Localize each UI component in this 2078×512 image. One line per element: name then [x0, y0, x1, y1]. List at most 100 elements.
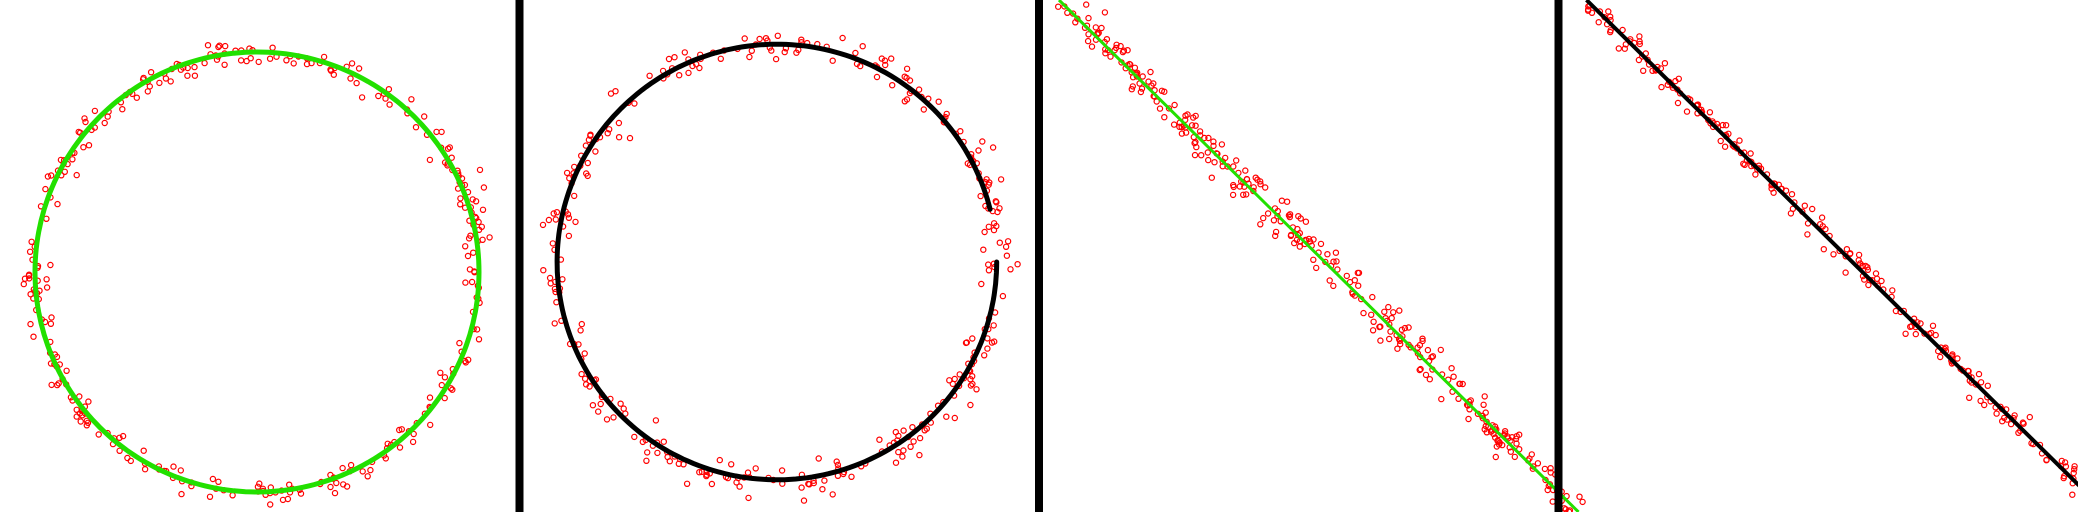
data-point — [665, 55, 673, 63]
data-point — [996, 239, 1004, 246]
data-point — [1211, 158, 1218, 166]
data-point — [1161, 88, 1168, 95]
data-point — [1873, 275, 1881, 282]
data-point — [1334, 266, 1341, 273]
data-point — [906, 77, 914, 84]
data-point — [1239, 191, 1247, 198]
data-point — [1787, 210, 1795, 217]
data-point — [901, 98, 909, 105]
data-point — [910, 438, 917, 445]
data-point — [892, 459, 900, 466]
data-point — [815, 455, 822, 462]
data-point — [1385, 335, 1393, 343]
data-point — [1354, 269, 1362, 277]
data-point — [1261, 184, 1269, 191]
data-point — [920, 106, 928, 113]
panel-3 — [1054, 0, 1586, 512]
data-point — [586, 383, 593, 390]
data-point — [1993, 410, 2000, 417]
data-point — [683, 480, 691, 487]
data-point — [412, 123, 420, 131]
data-point — [1902, 330, 1909, 337]
data-point — [1416, 366, 1423, 374]
data-point — [1197, 151, 1205, 159]
data-point — [639, 438, 647, 446]
data-point — [2011, 412, 2018, 419]
data-point — [746, 53, 753, 61]
data-point — [386, 101, 393, 108]
data-point — [28, 238, 35, 245]
data-point — [73, 406, 80, 413]
data-point — [1722, 121, 1730, 129]
data-point — [1381, 308, 1388, 315]
data-point — [427, 421, 434, 429]
data-point — [1259, 214, 1267, 222]
data-point — [184, 72, 191, 79]
data-point — [1455, 395, 1462, 402]
data-point — [1661, 60, 1669, 67]
data-point — [1389, 309, 1397, 316]
data-point — [476, 166, 484, 174]
data-point — [581, 375, 589, 382]
data-point — [1257, 180, 1264, 188]
data-point — [1388, 314, 1395, 322]
data-point — [666, 458, 674, 465]
data-point — [81, 115, 88, 122]
data-point — [1007, 266, 1014, 273]
data-point — [1438, 395, 1445, 403]
data-point — [592, 148, 599, 155]
data-point — [1706, 109, 1714, 116]
data-point — [457, 195, 464, 202]
data-point — [147, 68, 155, 76]
data-point — [456, 339, 463, 347]
data-point — [215, 478, 222, 485]
data-point — [748, 47, 756, 55]
data-point — [26, 248, 34, 255]
data-point — [1242, 191, 1250, 198]
data-point — [382, 455, 389, 462]
data-point — [119, 105, 126, 113]
data-point — [206, 493, 214, 500]
data-point — [80, 143, 87, 151]
data-point — [716, 456, 724, 464]
data-point — [626, 134, 634, 142]
data-point — [550, 210, 557, 217]
data-point — [290, 60, 297, 67]
data-point — [1649, 67, 1656, 75]
data-point — [441, 394, 448, 402]
data-point — [466, 266, 474, 273]
data-point — [615, 119, 623, 127]
data-point — [978, 280, 985, 288]
data-point — [1243, 175, 1251, 183]
data-point — [774, 32, 782, 40]
data-point — [1330, 282, 1337, 290]
data-point — [426, 156, 434, 164]
data-point — [47, 261, 54, 269]
data-point — [1801, 202, 1809, 209]
data-point — [1683, 108, 1691, 115]
data-point — [1221, 154, 1229, 162]
data-point — [1333, 258, 1340, 265]
data-point — [1360, 309, 1367, 317]
data-point — [101, 119, 108, 127]
data-point — [1312, 264, 1320, 272]
data-point — [353, 79, 360, 87]
data-point — [1229, 191, 1237, 199]
data-point — [1272, 228, 1280, 236]
data-point — [676, 71, 683, 79]
data-point — [83, 417, 91, 424]
data-point — [1377, 323, 1384, 330]
data-point — [1084, 37, 1092, 45]
data-point — [1936, 353, 1944, 361]
data-point — [396, 426, 403, 434]
data-point — [1492, 453, 1500, 461]
data-point — [685, 69, 692, 77]
data-point — [1736, 137, 1743, 144]
data-point — [410, 430, 417, 438]
data-point — [73, 171, 80, 179]
data-point — [1511, 453, 1519, 461]
data-point — [409, 438, 417, 446]
data-point — [91, 107, 99, 115]
data-point — [1860, 276, 1868, 283]
data-point — [1124, 47, 1131, 54]
